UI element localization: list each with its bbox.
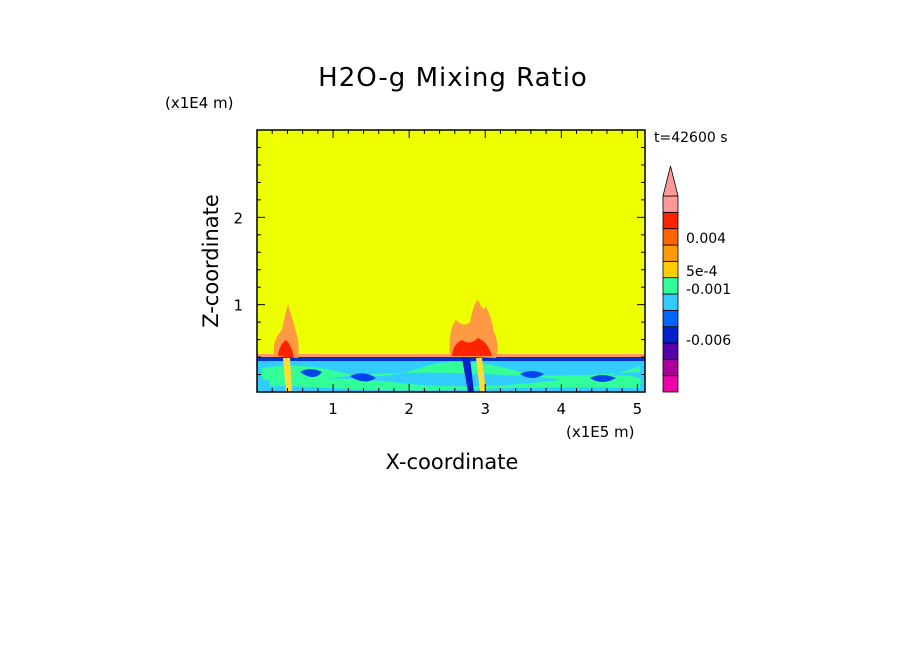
- colorbar-segment: [662, 309, 679, 328]
- colorbar-segment: [662, 228, 679, 246]
- green-streak-1: [261, 361, 640, 382]
- y-tick-label: 1: [233, 297, 243, 315]
- y-axis-label: Z-coordinate: [199, 194, 223, 328]
- colorbar-extension-triangle: [662, 165, 679, 197]
- colorbar-label: 0.004: [686, 231, 726, 247]
- time-label: t=42600 s: [654, 130, 728, 146]
- colorbar-label: -0.001: [686, 282, 731, 298]
- y-ticks: 12: [233, 146, 645, 376]
- x-tick-label: 4: [557, 400, 567, 418]
- y-tick-label: 2: [233, 209, 243, 227]
- plume-center-stem-1: [462, 358, 474, 392]
- x-tick-label: 3: [480, 400, 490, 418]
- plot-border: [256, 129, 646, 393]
- chart-title: H2O-g Mixing Ratio: [318, 63, 588, 93]
- contour-field: [257, 300, 645, 392]
- blue-blob-4: [590, 375, 616, 382]
- x-scale-note: (x1E5 m): [566, 423, 635, 441]
- plume-center-inner: [452, 338, 492, 356]
- plume-left-inner: [278, 340, 294, 358]
- colorbar-segment: [662, 195, 679, 213]
- colorbar-label: -0.006: [686, 333, 731, 349]
- colorbar-segment: [662, 342, 679, 360]
- plume-center-stem-2: [476, 358, 486, 392]
- colorbar: [662, 165, 679, 393]
- colorbar-label: 5e-4: [686, 264, 718, 280]
- x-axis-label: X-coordinate: [386, 450, 519, 474]
- green-streak-2: [268, 375, 641, 391]
- colorbar-segment: [662, 260, 679, 279]
- colorbar-segment: [662, 211, 679, 230]
- colorbar-segment: [662, 358, 679, 377]
- colorbar-segment: [662, 277, 679, 295]
- colorbar-segment: [662, 244, 679, 262]
- blue-blob-2: [350, 373, 376, 382]
- colorbar-labels: 0.004 5e-4 -0.001 -0.006: [686, 231, 731, 349]
- colorbar-segment: [662, 326, 679, 344]
- x-tick-label: 5: [633, 400, 643, 418]
- y-scale-note: (x1E4 m): [165, 94, 234, 112]
- plume-left-outer: [273, 304, 299, 358]
- colorbar-segment: [662, 375, 679, 393]
- x-tick-label: 1: [328, 400, 338, 418]
- x-tick-label: 2: [404, 400, 414, 418]
- boundary-top-blue-edge: [257, 357, 645, 361]
- colorbar-segment: [662, 293, 679, 311]
- plume-left-stem: [283, 358, 292, 392]
- blue-blob-1: [300, 369, 322, 377]
- x-ticks: 1 2 3 4 5: [271, 130, 643, 418]
- blue-blob-3: [520, 371, 544, 378]
